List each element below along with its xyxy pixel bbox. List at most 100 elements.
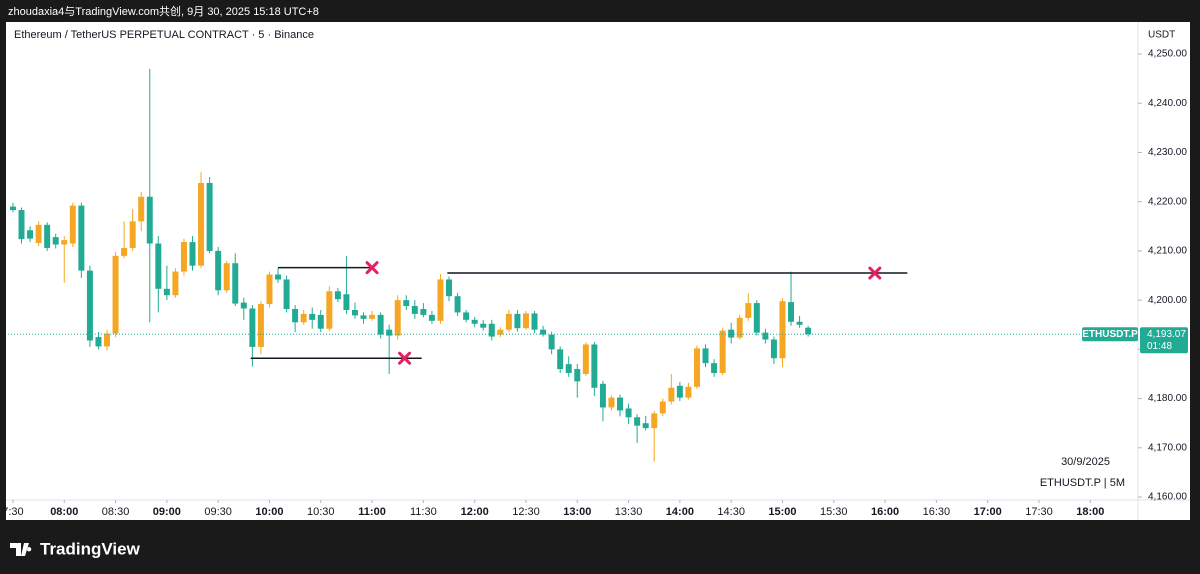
candle-body bbox=[617, 397, 624, 411]
candle-body bbox=[565, 364, 572, 373]
candle-body bbox=[728, 329, 735, 338]
candle-body bbox=[753, 303, 760, 333]
candle-body bbox=[608, 397, 615, 408]
candle-body bbox=[403, 300, 410, 307]
x-tick-label: 15:30 bbox=[820, 506, 848, 518]
candle-body bbox=[309, 313, 316, 320]
candle-body bbox=[317, 314, 324, 329]
x-tick-label: 15:00 bbox=[768, 506, 796, 518]
x-tick-label: 7:30 bbox=[2, 506, 23, 518]
candle-body bbox=[471, 319, 478, 324]
candle-body bbox=[676, 385, 683, 398]
candle-body bbox=[480, 323, 487, 328]
price-tag-bg bbox=[1140, 327, 1188, 354]
candle-body bbox=[163, 288, 170, 296]
candle-body bbox=[377, 314, 384, 335]
candle-body bbox=[514, 313, 521, 329]
candle-body bbox=[736, 317, 743, 338]
candle-body bbox=[138, 196, 145, 222]
candle-body bbox=[334, 291, 341, 300]
candle-body bbox=[266, 274, 273, 305]
x-tick-label: 12:30 bbox=[512, 506, 540, 518]
candle-body bbox=[463, 312, 470, 320]
candle-body bbox=[591, 344, 598, 388]
candle-body bbox=[240, 302, 247, 309]
candle-body bbox=[275, 274, 282, 280]
candle-body bbox=[155, 243, 162, 289]
x-tick-label: 10:30 bbox=[307, 506, 335, 518]
candle-body bbox=[232, 263, 239, 304]
x-tick-label: 17:00 bbox=[974, 506, 1002, 518]
candle-body bbox=[411, 306, 418, 314]
chart-panel bbox=[6, 22, 1190, 520]
candle-body bbox=[104, 333, 111, 347]
price-unit: USDT bbox=[1148, 30, 1175, 41]
candle-body bbox=[300, 313, 307, 323]
candle-body bbox=[386, 329, 393, 336]
candle-body bbox=[788, 302, 795, 322]
y-tick-label: 4,230.00 bbox=[1148, 147, 1187, 158]
x-tick-label: 16:00 bbox=[871, 506, 899, 518]
candle-body bbox=[437, 279, 444, 321]
candle-body bbox=[198, 182, 205, 266]
cross-marker bbox=[398, 351, 412, 365]
candle-body bbox=[146, 196, 153, 244]
candle-body bbox=[52, 237, 59, 245]
candle-body bbox=[599, 383, 606, 408]
brand: TradingView bbox=[40, 539, 141, 558]
candle-body bbox=[779, 301, 786, 359]
cross-marker bbox=[868, 266, 882, 280]
x-tick-label: 09:30 bbox=[204, 506, 232, 518]
candle-body bbox=[531, 313, 538, 330]
x-tick-label: 17:30 bbox=[1025, 506, 1053, 518]
candle-body bbox=[574, 369, 581, 382]
candle-body bbox=[27, 230, 34, 239]
candle-body bbox=[625, 408, 632, 418]
candle-body bbox=[112, 255, 119, 334]
x-tick-label: 13:30 bbox=[615, 506, 643, 518]
candle-body bbox=[685, 386, 692, 398]
candle-body bbox=[78, 205, 85, 271]
candle-body bbox=[711, 363, 718, 373]
candle-body bbox=[360, 315, 367, 319]
candle-body bbox=[223, 263, 230, 291]
candle-body bbox=[172, 271, 179, 296]
symbol-tag: ETHUSDT.P bbox=[1082, 329, 1138, 340]
candle-body bbox=[446, 279, 453, 297]
logo-icon bbox=[10, 543, 32, 556]
candle-body bbox=[129, 221, 136, 248]
x-tick-label: 11:30 bbox=[410, 506, 437, 518]
y-tick-label: 4,220.00 bbox=[1148, 196, 1187, 207]
x-tick-label: 13:00 bbox=[563, 506, 591, 518]
y-tick-label: 4,160.00 bbox=[1148, 492, 1187, 503]
candle-body bbox=[693, 348, 700, 387]
header-text: zhoudaxia4与TradingView.com共创, 9月 30, 202… bbox=[8, 5, 319, 18]
x-tick-label: 09:00 bbox=[153, 506, 181, 518]
x-tick-label: 16:30 bbox=[923, 506, 951, 518]
y-tick-label: 4,170.00 bbox=[1148, 442, 1187, 453]
logo: TradingView bbox=[10, 539, 141, 558]
candle-body bbox=[283, 279, 290, 309]
candle-body bbox=[762, 332, 769, 340]
x-tick-label: 14:00 bbox=[666, 506, 694, 518]
candle-body bbox=[488, 323, 495, 337]
x-tick-label: 11:00 bbox=[358, 506, 386, 518]
candle-body bbox=[505, 313, 512, 330]
x-tick-label: 08:30 bbox=[102, 506, 130, 518]
candle-body bbox=[805, 327, 812, 335]
candle-body bbox=[215, 250, 222, 291]
candle-body bbox=[95, 337, 102, 347]
candle-body bbox=[719, 330, 726, 373]
chart-title: Ethereum / TetherUS PERPETUAL CONTRACT ·… bbox=[14, 29, 314, 41]
candle-body bbox=[121, 247, 128, 256]
candle-body bbox=[18, 210, 25, 240]
candle-body bbox=[796, 321, 803, 325]
candle-body bbox=[35, 224, 42, 244]
candle-body bbox=[206, 182, 213, 251]
candle-body bbox=[369, 314, 376, 319]
y-tick-label: 4,240.00 bbox=[1148, 98, 1187, 109]
candle-body bbox=[351, 309, 358, 316]
candle-body bbox=[189, 242, 196, 266]
candle-body bbox=[292, 308, 299, 323]
x-tick-label: 10:00 bbox=[255, 506, 283, 518]
